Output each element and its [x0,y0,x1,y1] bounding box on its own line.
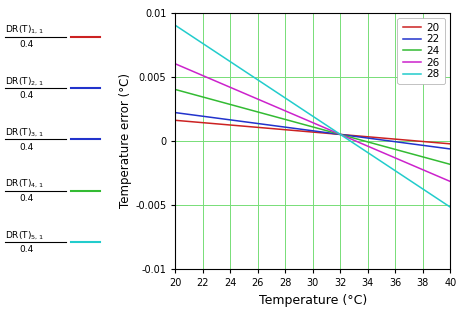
20 [173,119,179,122]
X-axis label: Temperature (°C): Temperature (°C) [259,294,367,307]
28 [336,132,342,136]
24 [422,156,428,159]
Text: DR(T)$_{3,1}$: DR(T)$_{3,1}$ [5,127,43,139]
22 [447,147,453,151]
28 [335,131,341,135]
Text: DR(T)$_{5,1}$: DR(T)$_{5,1}$ [5,229,43,242]
26 [422,169,428,172]
24 [341,133,346,137]
26 [173,62,178,66]
20 [341,133,346,136]
Text: 0.4: 0.4 [19,245,33,254]
28 [447,205,453,209]
20 [404,138,410,142]
Line: 24: 24 [175,90,450,164]
Text: 0.4: 0.4 [19,194,33,203]
28 [341,135,346,138]
Text: 0.4: 0.4 [19,40,33,49]
20 [173,118,178,122]
28 [173,24,179,28]
Text: DR(T)$_{2,1}$: DR(T)$_{2,1}$ [5,75,43,88]
Line: 26: 26 [175,64,450,182]
22 [336,132,342,136]
Text: DR(T)$_{4,1}$: DR(T)$_{4,1}$ [5,178,43,191]
26 [336,132,342,136]
24 [173,88,178,91]
Line: 28: 28 [175,25,450,207]
20 [335,132,341,136]
24 [173,88,179,92]
Y-axis label: Temperature error (°C): Temperature error (°C) [119,73,132,208]
28 [404,177,410,181]
28 [173,23,178,27]
20 [336,132,342,136]
22 [404,141,410,145]
22 [335,132,341,136]
Line: 22: 22 [175,113,450,149]
26 [335,131,341,135]
Text: DR(T)$_{1,1}$: DR(T)$_{1,1}$ [5,24,43,37]
26 [404,161,410,165]
26 [173,62,179,66]
20 [422,140,428,144]
26 [341,134,346,138]
22 [173,111,178,115]
24 [335,132,341,136]
22 [341,133,346,137]
Text: 0.4: 0.4 [19,143,33,151]
24 [336,132,342,136]
Text: 0.4: 0.4 [19,91,33,100]
Line: 20: 20 [175,120,450,144]
22 [422,144,428,147]
Legend: 20, 22, 24, 26, 28: 20, 22, 24, 26, 28 [398,18,445,85]
24 [404,151,410,155]
20 [447,142,453,146]
24 [447,162,453,166]
22 [173,111,179,115]
26 [447,180,453,183]
28 [422,188,428,192]
